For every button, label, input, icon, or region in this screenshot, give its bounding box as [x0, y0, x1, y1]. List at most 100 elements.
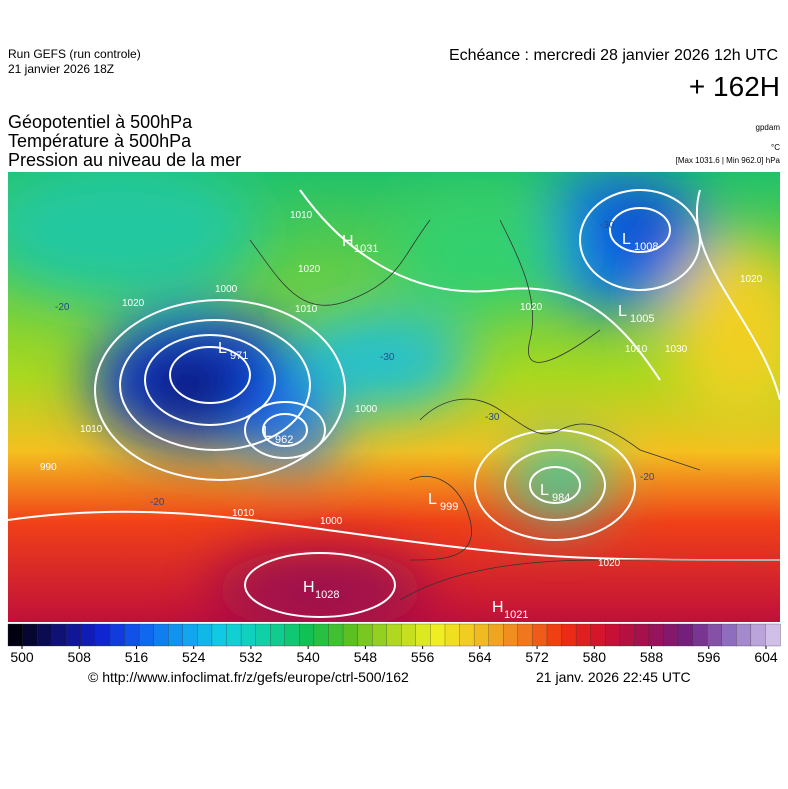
- unit: [Max 1031.6 | Min 962.0] hPa: [676, 156, 781, 165]
- center-letter: L: [622, 231, 631, 248]
- isotherm-label: -30: [485, 412, 500, 423]
- colorbar-swatch: [109, 623, 126, 647]
- run-name: Run GEFS (run controle): [8, 47, 141, 61]
- colorbar-swatch: [197, 623, 213, 647]
- colorbar-swatch: [532, 623, 548, 647]
- colorbar-swatch: [284, 623, 300, 647]
- title: Température à 500hPa: [8, 131, 192, 151]
- colorbar-tick-label: 540: [296, 649, 320, 665]
- center-value: 1028: [315, 589, 339, 601]
- isobar-label: 1000: [320, 516, 343, 527]
- isotherm-label: -20: [150, 497, 165, 508]
- lead-time: + 162H: [689, 71, 780, 102]
- issued-time: 21 janv. 2026 22:45 UTC: [536, 669, 691, 685]
- colorbar-swatch: [634, 623, 650, 647]
- colorbar-tick-label: 532: [239, 649, 263, 665]
- colorbar-swatch: [750, 623, 767, 647]
- colorbar-swatch: [692, 623, 708, 647]
- colorbar-swatch: [51, 623, 67, 647]
- colorbar-swatch: [255, 623, 271, 647]
- colorbar-swatch: [736, 623, 752, 647]
- center-value: 984: [552, 492, 570, 504]
- colorbar-tick-label: 564: [468, 649, 492, 665]
- isobar-label: 1030: [665, 344, 688, 355]
- colorbar-swatch: [590, 623, 606, 647]
- colorbar-swatch: [488, 623, 504, 647]
- colorbar-swatch: [459, 623, 475, 647]
- colorbar: 500 508 516 524 532 540 548 556 564 572 580 588 596 6…: [7, 623, 781, 665]
- center-value: 971: [230, 350, 248, 362]
- colorbar-swatch: [182, 623, 199, 647]
- center-value: 962: [275, 434, 293, 446]
- isobar-label: 1000: [215, 284, 238, 295]
- colorbar-swatch: [138, 623, 155, 647]
- colorbar-tick-label: 548: [354, 649, 378, 665]
- colorbar-swatch: [561, 623, 577, 647]
- colorbar-tick-label: 508: [68, 649, 92, 665]
- colorbar-swatch: [721, 623, 737, 647]
- colorbar-swatch: [765, 623, 781, 647]
- colorbar-swatch: [401, 623, 417, 647]
- colorbar-swatch: [211, 623, 228, 647]
- colorbar-tick-label: 524: [182, 649, 206, 665]
- center-letter: L: [428, 491, 437, 508]
- isotherm-label: -30: [380, 352, 395, 363]
- colorbar-swatch: [605, 623, 621, 647]
- center-letter: H: [342, 233, 354, 250]
- colorbar-swatch: [663, 623, 679, 647]
- valid-time: Echéance : mercredi 28 janvier 2026 12h …: [449, 47, 778, 64]
- isotherm-label: -20: [55, 302, 70, 313]
- colorbar-swatch: [153, 623, 169, 647]
- colorbar-swatch: [357, 623, 373, 647]
- map-field: [8, 172, 780, 622]
- colorbar-tick-label: 580: [583, 649, 607, 665]
- colorbar-swatch: [415, 623, 432, 647]
- colorbar-swatch: [430, 623, 446, 647]
- center-letter: L: [540, 482, 549, 499]
- isobar-label: 1010: [295, 304, 318, 315]
- run-date: 21 janvier 2026 18Z: [8, 62, 114, 76]
- colorbar-swatch: [313, 623, 330, 647]
- center-letter: L: [218, 340, 227, 357]
- isobar-label: 1020: [740, 274, 763, 285]
- isobar-label: 1020: [298, 264, 321, 275]
- colorbar-tick-label: 556: [411, 649, 435, 665]
- center-letter: H: [492, 599, 504, 616]
- colorbar-swatch: [299, 623, 315, 647]
- colorbar-swatch: [517, 623, 534, 647]
- unit: gpdam: [756, 123, 781, 132]
- colorbar-swatch: [36, 623, 53, 647]
- colorbar-swatch: [575, 623, 592, 647]
- colorbar-swatch: [80, 623, 97, 647]
- colorbar-swatch: [226, 623, 242, 647]
- colorbar-swatch: [677, 623, 694, 647]
- colorbar-swatch: [619, 623, 635, 647]
- colorbar-swatch: [503, 623, 519, 647]
- isobar-label: 1020: [598, 558, 621, 569]
- isotherm-label: -20: [640, 472, 655, 483]
- colorbar-swatch: [22, 623, 38, 647]
- isobar-label: 1020: [520, 302, 543, 313]
- colorbar-swatch: [124, 623, 140, 647]
- center-value: 999: [440, 501, 458, 513]
- colorbar-swatch: [444, 623, 461, 647]
- isotherm-label: -30: [600, 220, 615, 231]
- colorbar-swatch: [7, 623, 24, 647]
- center-letter: L: [618, 303, 627, 320]
- center-letter: L: [263, 424, 272, 441]
- isobars: [8, 189, 780, 618]
- center-value: 1005: [630, 313, 654, 325]
- colorbar-tick-label: 596: [697, 649, 721, 665]
- isobar-label: 1010: [80, 424, 103, 435]
- colorbar-tick-label: 588: [640, 649, 664, 665]
- colorbar-swatch: [270, 623, 286, 647]
- isobar-label: 1010: [290, 210, 313, 221]
- colorbar-swatch: [95, 623, 111, 647]
- colorbar-swatch: [473, 623, 490, 647]
- colorbar-tick-label: 604: [754, 649, 778, 665]
- colorbar-swatch: [66, 623, 82, 647]
- colorbar-swatch: [707, 623, 723, 647]
- colorbar-swatch: [328, 623, 344, 647]
- colorbar-tick-label: 500: [10, 649, 34, 665]
